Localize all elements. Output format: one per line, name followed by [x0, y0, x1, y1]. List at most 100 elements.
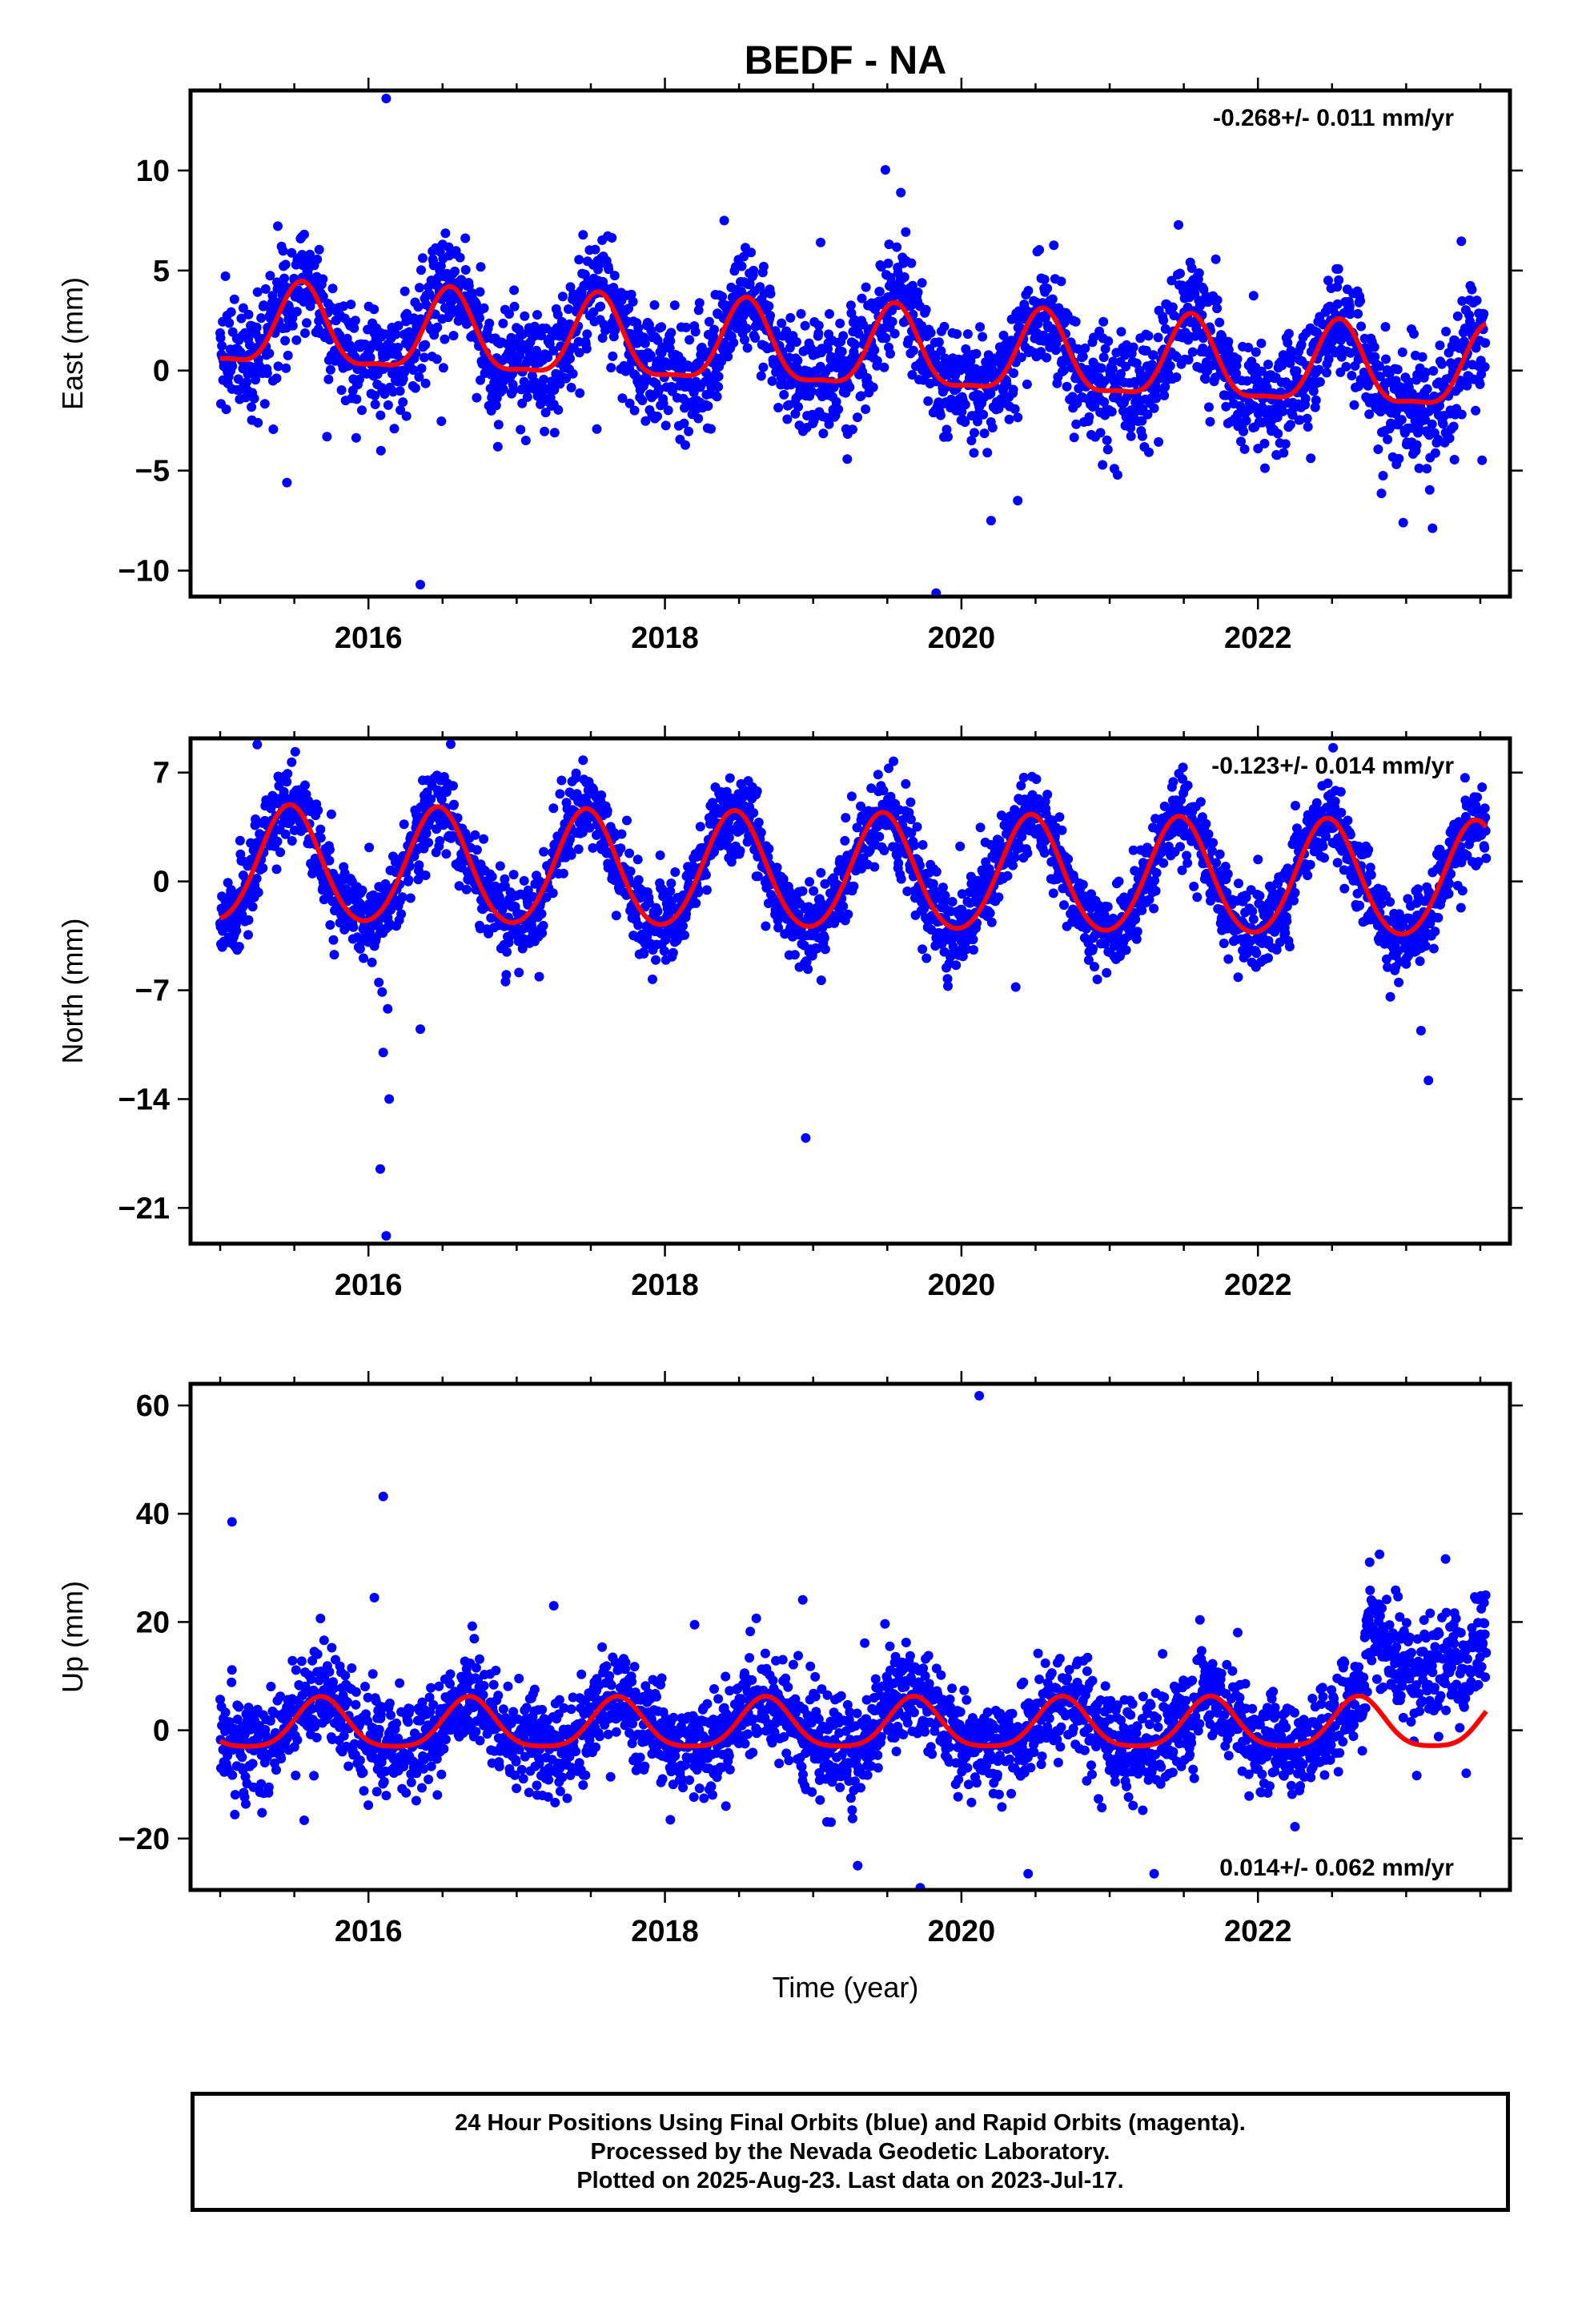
data-point: [931, 588, 942, 595]
data-point: [986, 516, 996, 526]
data-point: [709, 324, 719, 335]
data-point: [1315, 376, 1325, 387]
data-point: [283, 769, 293, 779]
data-point: [578, 230, 588, 240]
data-point: [421, 828, 432, 838]
data-point: [539, 846, 549, 857]
data-point: [1204, 402, 1214, 412]
data-point: [1013, 412, 1023, 423]
data-point: [724, 833, 734, 842]
data-point: [1287, 410, 1298, 420]
data-point: [441, 849, 452, 859]
data-point: [816, 237, 825, 247]
data-point: [901, 227, 911, 237]
data-point: [226, 307, 236, 317]
data-point: [233, 374, 243, 384]
data-point: [756, 827, 766, 838]
data-point: [581, 344, 592, 354]
data-point: [805, 877, 815, 887]
data-point: [1054, 812, 1065, 822]
data-point: [740, 335, 749, 345]
data-point: [824, 419, 834, 429]
data-point: [1069, 432, 1079, 443]
data-point: [874, 287, 885, 297]
data-point: [224, 318, 235, 328]
data-point: [410, 383, 420, 393]
y-tick-label: 5: [153, 255, 170, 288]
data-point: [315, 833, 326, 843]
data-point: [326, 809, 336, 819]
data-point: [1427, 523, 1438, 533]
data-point: [561, 373, 571, 384]
data-point: [893, 858, 904, 868]
data-point: [300, 328, 310, 338]
data-point: [549, 384, 560, 395]
data-point: [917, 944, 928, 955]
data-point: [632, 338, 642, 348]
data-point: [902, 887, 913, 896]
data-point: [1253, 444, 1263, 454]
data-point: [838, 901, 849, 911]
data-point: [1303, 422, 1313, 432]
data-point: [1151, 392, 1162, 402]
data-point: [349, 323, 359, 333]
data-point: [943, 981, 953, 991]
data-point: [1438, 419, 1448, 429]
data-point: [1112, 470, 1122, 480]
data-point: [287, 836, 297, 846]
data-point: [778, 874, 789, 884]
data-point: [243, 369, 253, 380]
data-point: [273, 361, 283, 372]
data-point: [404, 875, 414, 885]
data-point: [856, 801, 865, 811]
data-point: [617, 393, 628, 404]
data-point: [912, 822, 922, 832]
data-point: [1310, 402, 1320, 412]
data-point: [1414, 463, 1424, 473]
data-point: [966, 436, 977, 446]
data-point: [897, 814, 908, 825]
data-point: [534, 971, 544, 982]
data-point: [1407, 388, 1417, 399]
data-point: [1217, 331, 1227, 341]
data-point: [880, 165, 890, 175]
data-point: [1480, 362, 1490, 372]
data-point: [325, 920, 335, 930]
data-point: [958, 951, 968, 962]
data-point: [498, 318, 508, 328]
data-point: [1375, 372, 1385, 382]
data-point: [408, 365, 419, 375]
data-point: [281, 363, 291, 373]
data-point: [1285, 420, 1295, 430]
data-point: [479, 834, 489, 844]
data-point: [1194, 268, 1204, 278]
data-point: [1278, 406, 1288, 416]
data-point: [1042, 790, 1053, 800]
data-point: [520, 311, 530, 321]
data-point: [437, 239, 448, 250]
data-point: [749, 808, 759, 818]
data-point: [571, 768, 581, 778]
data-point: [536, 331, 546, 340]
data-point: [1314, 364, 1324, 375]
data-point: [782, 414, 793, 424]
data-point: [354, 374, 364, 384]
data-point: [266, 803, 276, 814]
data-point: [1435, 340, 1445, 351]
data-point: [849, 340, 860, 350]
data-point: [816, 975, 826, 986]
data-point: [1347, 371, 1357, 380]
data-point: [1137, 416, 1147, 426]
data-point: [555, 789, 565, 799]
data-point: [668, 947, 678, 958]
data-point: [438, 363, 448, 373]
data-point: [1096, 363, 1106, 373]
data-point: [448, 781, 458, 791]
data-point: [917, 278, 927, 288]
data-point: [1116, 327, 1126, 337]
data-point: [1277, 360, 1287, 371]
data-point: [432, 354, 442, 364]
data-point: [1047, 294, 1058, 304]
data-point: [282, 477, 292, 488]
data-point: [735, 846, 745, 856]
